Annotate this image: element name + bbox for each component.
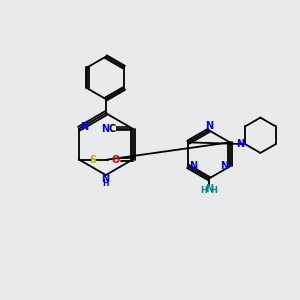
Text: N: N	[205, 121, 213, 130]
Text: N: N	[220, 161, 229, 172]
Text: N: N	[80, 122, 88, 132]
Text: O: O	[112, 154, 120, 165]
Text: N: N	[236, 139, 244, 149]
Text: C: C	[109, 124, 116, 134]
Text: N: N	[101, 124, 109, 134]
Text: H: H	[201, 186, 208, 195]
Text: N: N	[205, 184, 213, 194]
Text: N: N	[101, 174, 109, 184]
Text: H: H	[102, 179, 109, 188]
Text: H: H	[210, 186, 217, 195]
Text: S: S	[89, 154, 97, 165]
Text: N: N	[189, 161, 197, 172]
